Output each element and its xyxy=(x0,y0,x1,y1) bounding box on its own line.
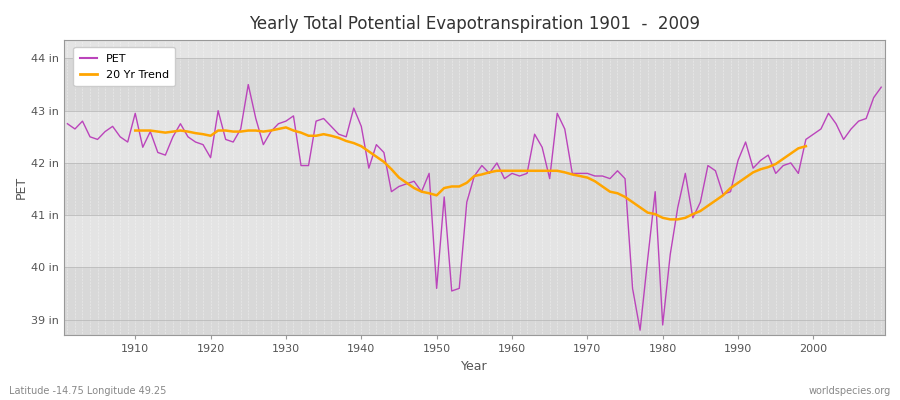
Bar xyxy=(64,163,885,215)
Text: Latitude -14.75 Longitude 49.25: Latitude -14.75 Longitude 49.25 xyxy=(9,386,166,396)
Bar xyxy=(64,268,885,320)
X-axis label: Year: Year xyxy=(461,360,488,373)
Text: worldspecies.org: worldspecies.org xyxy=(809,386,891,396)
Legend: PET, 20 Yr Trend: PET, 20 Yr Trend xyxy=(73,47,176,86)
Bar xyxy=(64,215,885,268)
Bar xyxy=(64,40,885,58)
Title: Yearly Total Potential Evapotranspiration 1901  -  2009: Yearly Total Potential Evapotranspiratio… xyxy=(248,15,700,33)
Y-axis label: PET: PET xyxy=(15,176,28,199)
Bar xyxy=(64,111,885,163)
Bar xyxy=(64,58,885,111)
Bar xyxy=(64,320,885,336)
